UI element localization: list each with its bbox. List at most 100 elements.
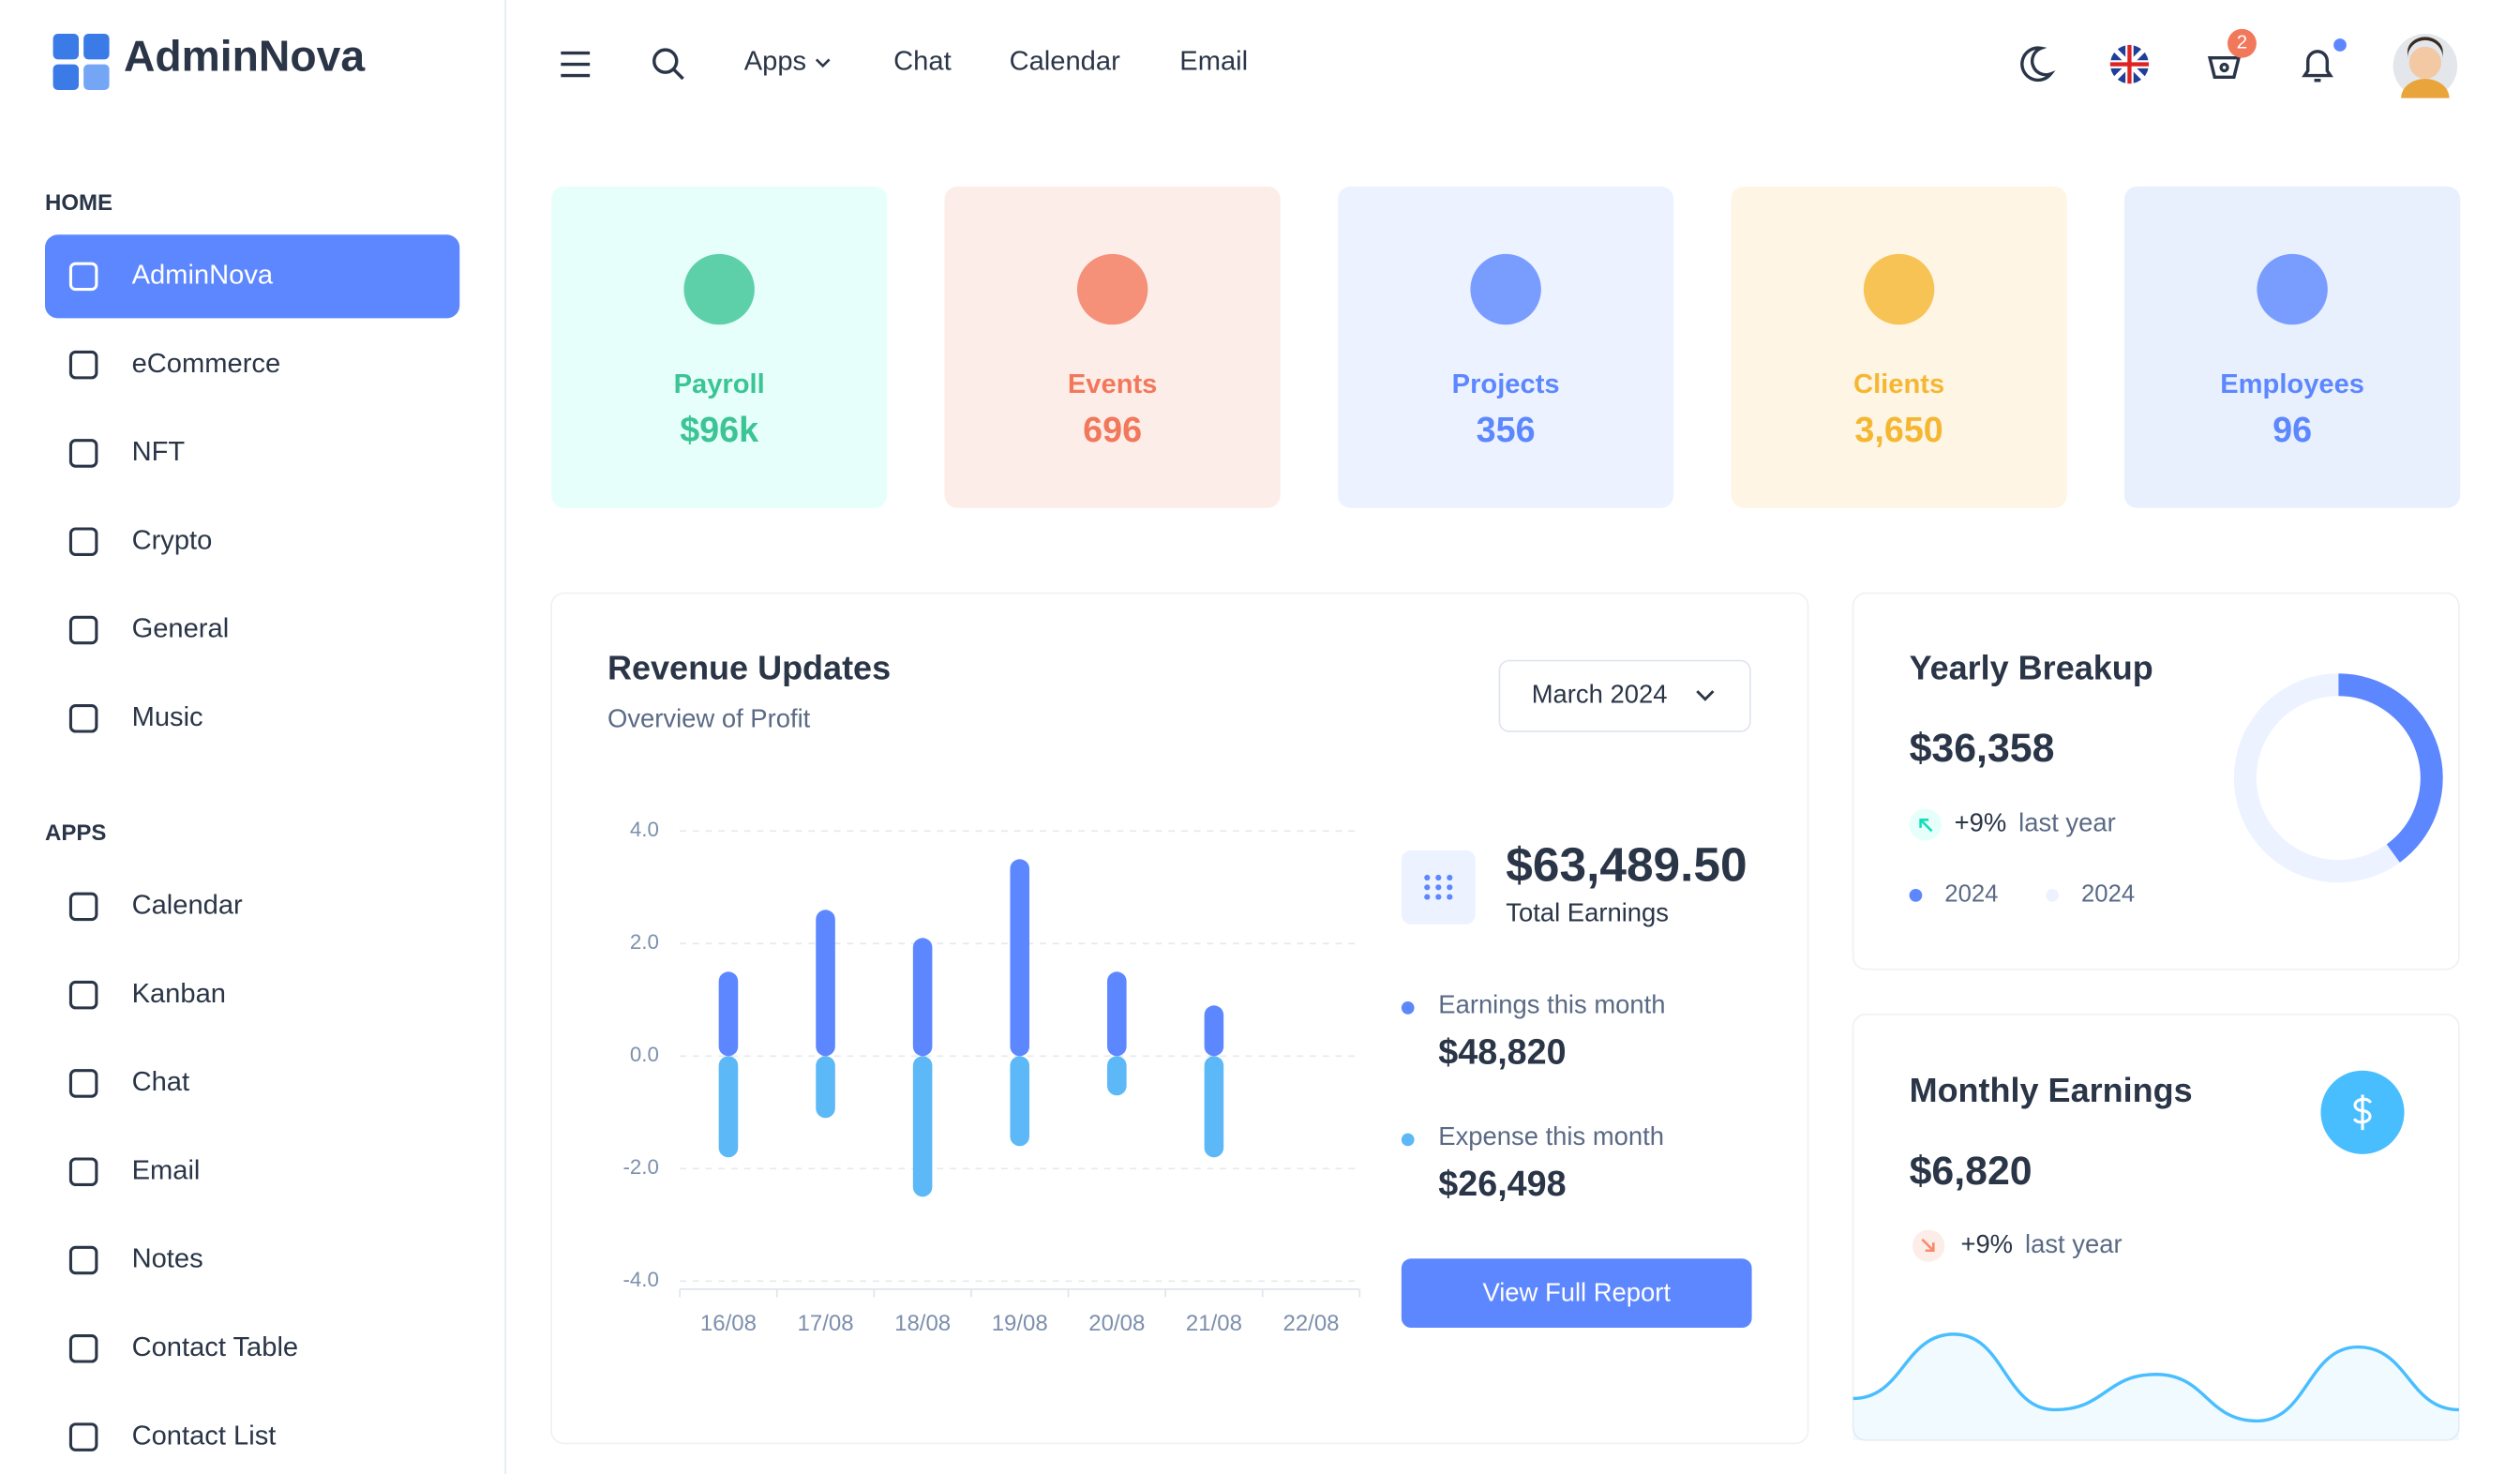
report-button[interactable] (1401, 1258, 1752, 1329)
nav-item[interactable]: AdminNova (132, 261, 274, 291)
down-arrow (1921, 1238, 1935, 1253)
revenue-title: Revenue Updates (608, 648, 891, 686)
search-icon[interactable] (652, 48, 684, 81)
period-caret (1696, 690, 1715, 701)
area-fill (1852, 1333, 2459, 1441)
bar (1010, 1056, 1030, 1147)
nav-item[interactable]: Music (132, 702, 203, 732)
nav-icon (68, 1334, 98, 1363)
total-label: Total Earnings (1506, 898, 1669, 927)
y-tick-label: 4.0 (630, 818, 659, 841)
menu-icon[interactable] (561, 51, 591, 78)
nav-icon (68, 1245, 98, 1275)
bar (912, 938, 933, 1057)
nav-item[interactable]: Chat (132, 1067, 190, 1097)
y-tick-label: -2.0 (622, 1155, 658, 1179)
nav-item[interactable]: Crypto (132, 525, 213, 555)
nav-item[interactable]: Contact Table (132, 1332, 299, 1362)
nav-link[interactable]: Email (1179, 47, 1248, 77)
language-flag[interactable] (2109, 45, 2150, 84)
nav-link[interactable]: Chat (893, 47, 952, 77)
monthly-change-label: last year (2025, 1229, 2122, 1258)
stat-card (2123, 186, 2461, 508)
nav-active[interactable] (45, 234, 460, 319)
revenue-panel (550, 592, 1809, 1445)
y-tick-label: 2.0 (630, 930, 659, 954)
bar (718, 971, 739, 1057)
bar (1107, 971, 1127, 1057)
card-label: Events (1068, 369, 1158, 399)
legend-earnings: Earnings this month (1438, 989, 1665, 1018)
nav-item[interactable]: Kanban (132, 979, 226, 1009)
donut-slice (2233, 673, 2400, 883)
period-select[interactable] (1498, 659, 1751, 732)
card-value: 356 (1477, 410, 1536, 449)
monthly-value: $6,820 (1910, 1149, 2032, 1194)
nav-item[interactable]: General (132, 614, 230, 644)
monthly-change: +9% (1960, 1229, 2013, 1258)
nav-item[interactable]: Email (132, 1155, 201, 1185)
nav-icon (68, 527, 98, 556)
legend-label: 2024 (1944, 881, 1998, 908)
nav-icon (68, 892, 98, 922)
notification-icon[interactable] (2302, 50, 2333, 83)
legend-label: 2024 (2081, 881, 2135, 908)
stat-card (944, 186, 1281, 508)
card-icon (1076, 253, 1148, 325)
expense-value: $26,498 (1438, 1164, 1566, 1203)
monthly-panel (1852, 1013, 2460, 1441)
legend-dot (1909, 889, 1923, 902)
nav-icon (68, 615, 98, 645)
nav-icon (68, 704, 98, 733)
card-value: $96k (680, 410, 758, 449)
nav-item[interactable]: Contact List (132, 1421, 277, 1451)
section-title: APPS (45, 820, 106, 846)
nav-item[interactable]: eCommerce (132, 349, 281, 379)
monthly-title: Monthly Earnings (1910, 1071, 2193, 1109)
x-tick-label: 18/08 (894, 1311, 951, 1336)
period-label: March 2024 (1532, 680, 1668, 709)
avatar[interactable] (2392, 34, 2458, 98)
nav-link[interactable]: Calendar (1010, 47, 1120, 77)
logo (52, 34, 110, 91)
yearly-title: Yearly Breakup (1910, 648, 2153, 686)
nav-item[interactable]: Notes (132, 1244, 203, 1274)
notification-dot (2333, 38, 2347, 52)
brand: AdminNova (124, 32, 366, 81)
nav-icon (68, 262, 98, 292)
legend-dot (2046, 889, 2060, 902)
legend-dot (1401, 1133, 1415, 1147)
bar (912, 1056, 933, 1197)
x-tick-label: 20/08 (1088, 1311, 1145, 1336)
stat-card (551, 186, 888, 508)
bar (1107, 1056, 1127, 1096)
bar (1204, 1056, 1224, 1158)
cart-icon[interactable] (2207, 56, 2242, 80)
nav-item[interactable]: NFT (132, 437, 186, 467)
yearly-change-label: last year (2018, 808, 2116, 837)
x-tick-label: 19/08 (992, 1311, 1048, 1336)
card-label: Projects (1452, 369, 1560, 399)
dollar-icon (2353, 1094, 2373, 1131)
nav-link[interactable]: Apps (744, 47, 806, 77)
nav-icon (68, 980, 98, 1010)
x-tick-label: 22/08 (1282, 1311, 1339, 1336)
theme-icon[interactable] (2020, 46, 2056, 83)
card-label: Employees (2220, 369, 2364, 399)
card-icon (683, 253, 755, 325)
cart-count: 2 (2237, 32, 2247, 53)
nav-item[interactable]: Calendar (132, 891, 243, 921)
yearly-change: +9% (1955, 808, 2007, 837)
card-icon (1470, 253, 1541, 325)
stat-card (1337, 186, 1674, 508)
y-tick-label: -4.0 (622, 1268, 658, 1291)
legend-dot (1401, 1001, 1415, 1015)
grid-icon (1424, 874, 1453, 900)
nav-icon (68, 1069, 98, 1098)
donut-slice (2338, 673, 2443, 863)
legend-expense: Expense this month (1438, 1121, 1664, 1151)
area-line (1852, 1332, 2459, 1423)
report-button-label: View Full Report (1482, 1277, 1671, 1306)
